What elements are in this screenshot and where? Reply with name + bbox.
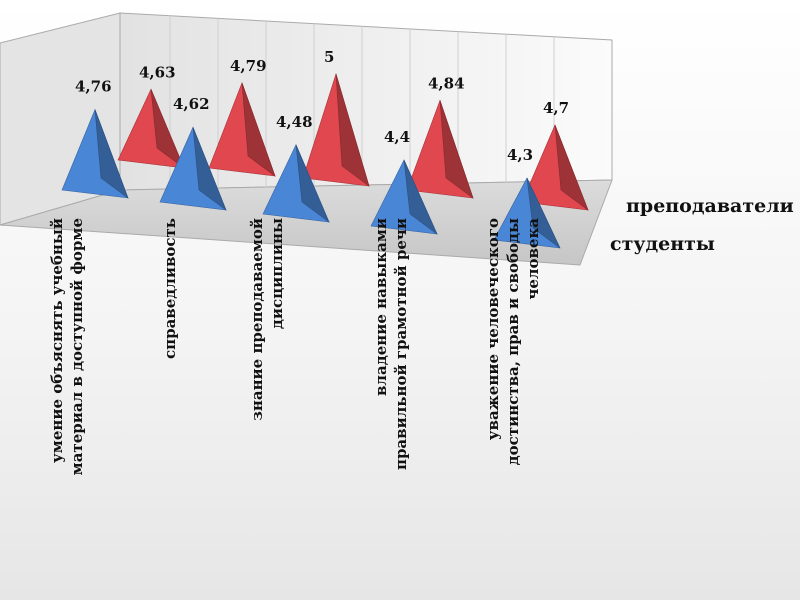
category-label: человека <box>524 218 542 300</box>
data-labels: 4,63 4,79 5 4,84 4,7 4,76 4,62 4,48 4,4 4,3 <box>75 48 569 164</box>
pyramid-teachers-face-right <box>335 73 370 187</box>
category-labels: умение объяснять учебный материал в досту… <box>48 218 542 476</box>
data-label-teachers: 4,79 <box>230 57 267 75</box>
category-label: материал в доступной форме <box>68 218 86 475</box>
category-label: умение объяснять учебный <box>48 218 66 463</box>
series-label-students: студенты <box>610 233 715 255</box>
category-label: справедливость <box>161 218 179 359</box>
pyramid-teachers-face-right <box>439 100 474 199</box>
data-label-teachers: 4,63 <box>139 63 176 81</box>
data-label-students: 4,4 <box>384 128 410 146</box>
data-label-students: 4,48 <box>276 113 313 131</box>
pyramid-students-face-right <box>94 109 129 199</box>
series-teachers <box>117 72 589 211</box>
pyramid-teachers-face-right <box>150 89 185 169</box>
category-label: дисциплины <box>268 218 286 329</box>
data-label-students: 4,76 <box>75 78 112 96</box>
data-label-students: 4,62 <box>173 95 210 113</box>
pyramid-teachers-face-right <box>554 124 589 211</box>
data-label-students: 4,3 <box>507 146 533 164</box>
pyramid-students-face-right <box>403 159 438 235</box>
category-label: владение навыками <box>372 218 390 396</box>
series-label-teachers: преподаватели <box>626 195 794 217</box>
pyramid-students-face-right <box>192 127 227 211</box>
category-label: достинства, прав и свободы <box>504 218 522 465</box>
data-label-teachers: 5 <box>324 48 334 66</box>
data-label-teachers: 4,84 <box>428 74 465 92</box>
category-label: знание преподаваемой <box>248 218 266 421</box>
category-label: правильной грамотной речи <box>392 218 410 470</box>
series-students <box>61 108 561 249</box>
data-label-teachers: 4,7 <box>543 99 569 117</box>
pyramid-teachers-face-right <box>241 82 276 177</box>
category-label: уважение человеческого <box>484 218 502 440</box>
pyramid-students-face-right <box>526 177 561 249</box>
floor <box>0 179 613 266</box>
pyramid-students-face-right <box>295 144 330 223</box>
